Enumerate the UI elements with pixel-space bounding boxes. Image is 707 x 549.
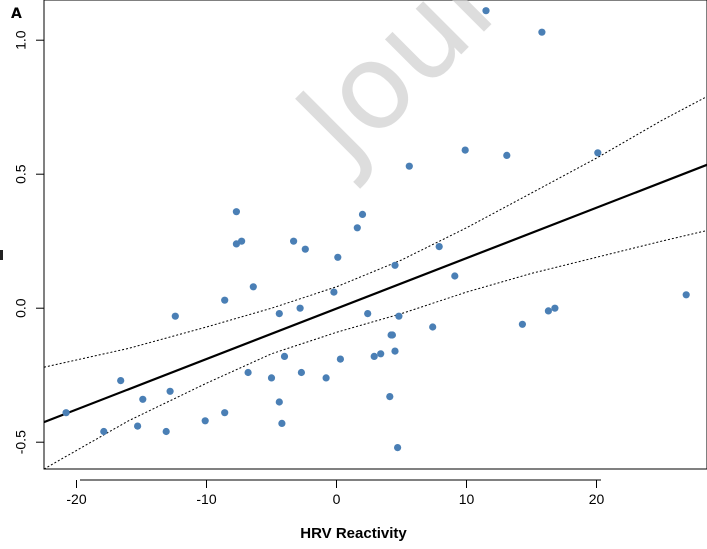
data-point [330, 288, 338, 296]
data-point [166, 387, 174, 395]
data-point [275, 398, 283, 406]
y-tick-label: 0.5 [13, 164, 29, 184]
x-tick-label: 20 [589, 491, 605, 507]
data-points [62, 7, 690, 452]
regression-line-group [43, 163, 707, 424]
data-point [388, 331, 396, 339]
y-tick-label: 0.0 [13, 298, 29, 318]
x-tick-label: 10 [459, 491, 475, 507]
data-point [117, 377, 125, 385]
data-point [394, 444, 402, 452]
data-point [386, 393, 394, 401]
ci-lower-curve [43, 230, 707, 470]
data-point [201, 417, 209, 425]
data-point [391, 261, 399, 269]
data-point [297, 368, 305, 377]
ci-upper-curve [43, 96, 707, 368]
data-point [162, 427, 170, 436]
data-point [232, 208, 240, 216]
plot-frame [43, 0, 707, 470]
data-point [551, 304, 559, 312]
data-point [482, 7, 490, 15]
axis-ticks: -20 -10 0 10 20 -0.5 0.0 0.5 1.0 [13, 30, 605, 507]
data-point [171, 312, 179, 320]
data-point [62, 409, 70, 417]
data-point [238, 237, 246, 245]
x-tick-label: -20 [66, 491, 86, 507]
x-axis-label: HRV Reactivity [300, 525, 407, 542]
data-point [100, 427, 108, 436]
data-point [244, 368, 252, 377]
data-point [280, 352, 289, 360]
data-point [435, 243, 443, 251]
x-tick-label: 0 [333, 491, 341, 507]
data-point [538, 28, 546, 36]
confidence-band [43, 96, 707, 470]
data-point [377, 350, 385, 358]
data-point [221, 409, 229, 417]
data-point [134, 422, 142, 430]
data-point [594, 149, 602, 157]
data-point [451, 272, 459, 280]
data-point [544, 307, 553, 315]
data-point [503, 151, 511, 159]
data-point [370, 352, 378, 360]
data-point [221, 296, 229, 304]
data-point [278, 419, 286, 427]
data-point [301, 245, 309, 253]
data-point [518, 320, 527, 328]
panel-label: A [11, 6, 22, 22]
data-point [395, 312, 403, 320]
data-point [322, 374, 330, 382]
data-point [358, 210, 367, 218]
data-point [275, 310, 283, 318]
data-point [682, 291, 690, 299]
data-point [461, 146, 469, 154]
data-point [405, 162, 413, 170]
y-tick-label: 1.0 [13, 30, 29, 50]
data-point [296, 304, 304, 312]
data-point [391, 347, 399, 355]
regression-line [43, 163, 707, 424]
data-point [429, 323, 437, 331]
data-point [267, 374, 276, 382]
data-point [139, 395, 147, 403]
data-point [336, 355, 344, 363]
y-tick-label: -0.5 [13, 430, 29, 454]
data-point [334, 253, 342, 261]
data-point [353, 224, 361, 232]
data-point [364, 310, 372, 318]
x-tick-label: -10 [196, 491, 216, 507]
data-point [249, 283, 257, 291]
y-axis-label-fragment [0, 250, 3, 260]
data-point [290, 237, 298, 245]
